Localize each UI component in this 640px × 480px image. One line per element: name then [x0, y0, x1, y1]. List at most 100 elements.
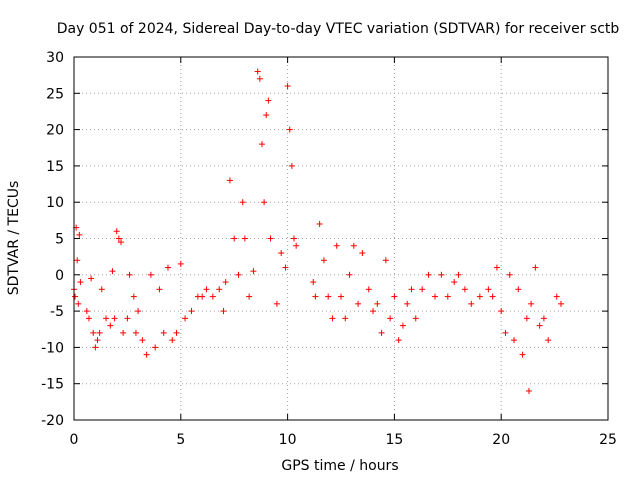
y-tick-label: -10: [41, 340, 64, 356]
axes: 0 5 10 15 20 25 -20 -15 -10 -5 0 5 10 15 20 25 30: [41, 50, 617, 448]
data-point: [316, 220, 323, 227]
data-point: [286, 126, 293, 133]
data-point: [391, 293, 398, 300]
data-point: [74, 257, 81, 264]
data-point: [88, 275, 95, 282]
x-tick-label: 20: [492, 432, 510, 448]
data-point: [455, 271, 462, 278]
data-point: [528, 300, 535, 307]
y-tick-label: 25: [46, 86, 64, 102]
data-point: [177, 260, 184, 267]
data-point: [346, 271, 353, 278]
data-point: [506, 271, 513, 278]
data-point: [282, 264, 289, 271]
data-point: [220, 308, 227, 315]
data-point: [540, 315, 547, 322]
data-point: [124, 315, 131, 322]
data-point: [312, 293, 319, 300]
data-point: [329, 315, 336, 322]
data-point: [325, 293, 332, 300]
data-point: [404, 300, 411, 307]
data-point: [160, 329, 167, 336]
data-point: [203, 286, 210, 293]
data-point: [132, 329, 139, 336]
data-point: [355, 300, 362, 307]
data-point: [395, 337, 402, 344]
data-point: [120, 329, 127, 336]
data-point: [431, 293, 438, 300]
data-point: [553, 293, 560, 300]
data-point: [92, 344, 99, 351]
data-point: [188, 308, 195, 315]
data-point: [365, 286, 372, 293]
y-tick-label: 15: [46, 159, 64, 175]
data-point: [265, 97, 272, 104]
data-point: [75, 300, 82, 307]
data-point: [254, 68, 261, 75]
data-point: [523, 315, 530, 322]
data-point: [143, 351, 150, 358]
data-point: [139, 337, 146, 344]
data-point: [209, 293, 216, 300]
data-point: [291, 235, 298, 242]
data-point: [536, 322, 543, 329]
data-point: [113, 228, 120, 235]
data-point: [378, 329, 385, 336]
y-tick-label: -5: [50, 304, 64, 320]
data-points: [71, 68, 565, 394]
data-point: [156, 286, 163, 293]
data-point: [370, 308, 377, 315]
data-point: [310, 279, 317, 286]
data-point: [267, 235, 274, 242]
data-point: [94, 337, 101, 344]
data-point: [419, 286, 426, 293]
data-point: [98, 286, 105, 293]
data-point: [126, 271, 133, 278]
data-point: [489, 293, 496, 300]
x-tick-label: 0: [70, 432, 79, 448]
grid: [74, 57, 608, 420]
y-axis-label: SDTVAR / TECUs: [6, 181, 22, 296]
data-point: [85, 315, 92, 322]
data-point: [293, 242, 300, 249]
data-point: [451, 279, 458, 286]
data-point: [399, 322, 406, 329]
x-tick-label: 5: [176, 432, 185, 448]
data-point: [199, 293, 206, 300]
data-point: [387, 315, 394, 322]
x-axis-label: GPS time / hours: [281, 458, 398, 474]
data-point: [103, 315, 110, 322]
data-point: [216, 286, 223, 293]
data-point: [284, 83, 291, 90]
data-point: [173, 329, 180, 336]
data-point: [107, 322, 114, 329]
data-point: [444, 293, 451, 300]
data-point: [83, 308, 90, 315]
data-point: [519, 351, 526, 358]
data-point: [498, 308, 505, 315]
y-tick-label: 10: [46, 195, 64, 211]
data-point: [246, 293, 253, 300]
data-point: [231, 235, 238, 242]
y-tick-label: 30: [46, 50, 64, 66]
data-point: [425, 271, 432, 278]
data-point: [235, 271, 242, 278]
data-point: [320, 257, 327, 264]
y-tick-label: 20: [46, 123, 64, 139]
data-point: [408, 286, 415, 293]
data-point: [152, 344, 159, 351]
data-point: [288, 162, 295, 169]
data-point: [164, 264, 171, 271]
y-tick-label: 5: [55, 232, 64, 248]
data-point: [263, 112, 270, 119]
data-point: [239, 199, 246, 206]
data-point: [72, 293, 79, 300]
y-tick-label: 0: [55, 268, 64, 284]
x-tick-label: 25: [599, 432, 617, 448]
data-point: [333, 242, 340, 249]
data-point: [278, 250, 285, 257]
x-tick-label: 10: [279, 432, 297, 448]
data-point: [135, 308, 142, 315]
data-point: [76, 231, 83, 238]
